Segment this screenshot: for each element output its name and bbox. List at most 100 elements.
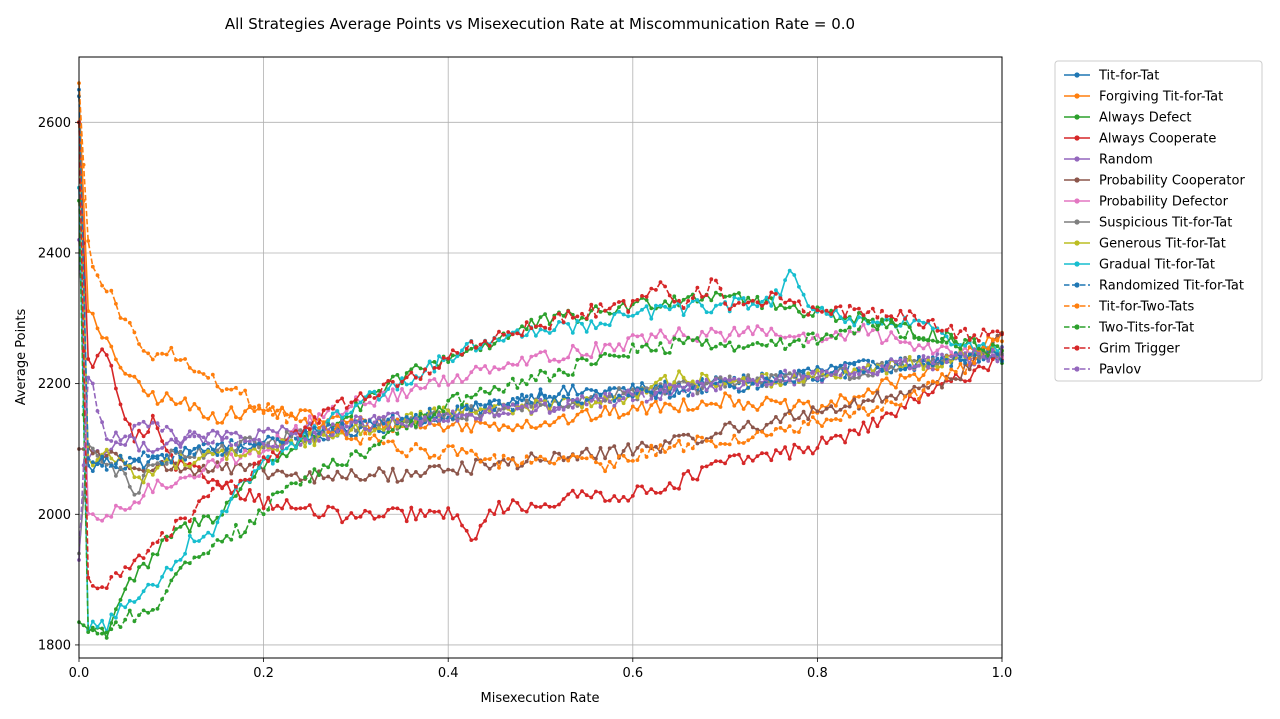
data-point [640, 400, 644, 405]
data-point [183, 475, 188, 480]
data-point [123, 461, 128, 466]
data-point [953, 369, 958, 374]
data-point [137, 475, 141, 480]
data-point [594, 400, 598, 405]
data-point [317, 515, 321, 520]
data-point [732, 403, 737, 408]
data-point [746, 344, 751, 348]
data-point [732, 376, 737, 381]
data-point [183, 455, 188, 459]
data-point [164, 391, 169, 395]
data-point [584, 493, 589, 498]
data-point [917, 396, 921, 401]
legend-label: Generous Tit-for-Tat [1099, 237, 1226, 252]
x-axis-ticks: 0.0 0.2 0.4 0.6 0.8 1.0 [69, 658, 1012, 681]
data-point [566, 392, 571, 397]
data-point [750, 302, 755, 306]
data-point [630, 452, 635, 457]
data-point [630, 313, 635, 318]
data-point [801, 344, 806, 349]
data-point [667, 481, 672, 486]
data-point [409, 388, 414, 392]
data-point [607, 394, 612, 399]
data-point [921, 388, 926, 392]
data-point [930, 326, 935, 331]
data-point [672, 394, 677, 398]
data-point [450, 379, 455, 384]
data-point [520, 463, 524, 468]
data-point [903, 317, 907, 321]
data-point [575, 314, 580, 319]
data-point [866, 310, 871, 314]
data-point [284, 498, 289, 502]
data-point [953, 377, 958, 381]
data-point [963, 379, 967, 384]
data-point [672, 384, 677, 389]
data-point [123, 417, 128, 421]
data-point [607, 323, 612, 328]
data-point [492, 462, 497, 467]
data-point [594, 326, 598, 331]
data-point [358, 416, 363, 421]
data-point [201, 442, 206, 447]
data-point [377, 397, 381, 402]
data-point [423, 471, 427, 475]
data-point [746, 378, 751, 383]
legend-marker [1074, 72, 1080, 78]
data-point [866, 332, 871, 337]
data-point [358, 453, 363, 457]
data-point [187, 366, 192, 370]
data-point [977, 351, 981, 356]
data-point [367, 419, 372, 423]
data-point [538, 368, 543, 373]
data-point [834, 403, 838, 408]
data-point [718, 387, 723, 391]
data-point [114, 357, 118, 362]
data-point [377, 429, 381, 434]
data-point [95, 353, 100, 358]
data-point [580, 456, 584, 460]
data-point [192, 517, 197, 521]
data-point [857, 375, 861, 380]
data-point [949, 367, 954, 372]
data-point [824, 406, 829, 411]
data-point [820, 369, 824, 374]
data-point [100, 585, 104, 589]
data-point [750, 298, 755, 303]
grid [78, 57, 1003, 658]
data-point [326, 504, 331, 509]
data-point [197, 465, 201, 469]
data-point [737, 440, 741, 445]
data-point [658, 390, 663, 395]
data-point [880, 367, 884, 372]
data-point [949, 354, 954, 359]
data-point [704, 338, 709, 343]
data-point [229, 438, 234, 442]
data-point [178, 525, 183, 529]
data-point [635, 298, 640, 302]
data-point [469, 408, 474, 413]
data-point [390, 439, 395, 444]
data-point [520, 392, 524, 397]
data-point [630, 392, 635, 397]
data-point [141, 608, 146, 613]
data-point [806, 366, 811, 371]
data-point [520, 404, 524, 409]
data-point [492, 413, 497, 418]
data-point [160, 439, 165, 443]
data-point [594, 394, 598, 399]
data-point [164, 352, 169, 357]
data-point [958, 355, 963, 359]
data-point [644, 342, 649, 347]
data-point [160, 398, 165, 403]
data-point [912, 348, 917, 352]
data-point [141, 493, 146, 498]
data-point [220, 539, 225, 544]
data-point [146, 351, 151, 356]
data-point [367, 428, 372, 433]
data-point [201, 453, 206, 458]
series-line-tit-for-two-tats [78, 83, 1003, 473]
data-point [769, 304, 774, 308]
data-point [330, 477, 335, 482]
data-point [307, 470, 312, 474]
